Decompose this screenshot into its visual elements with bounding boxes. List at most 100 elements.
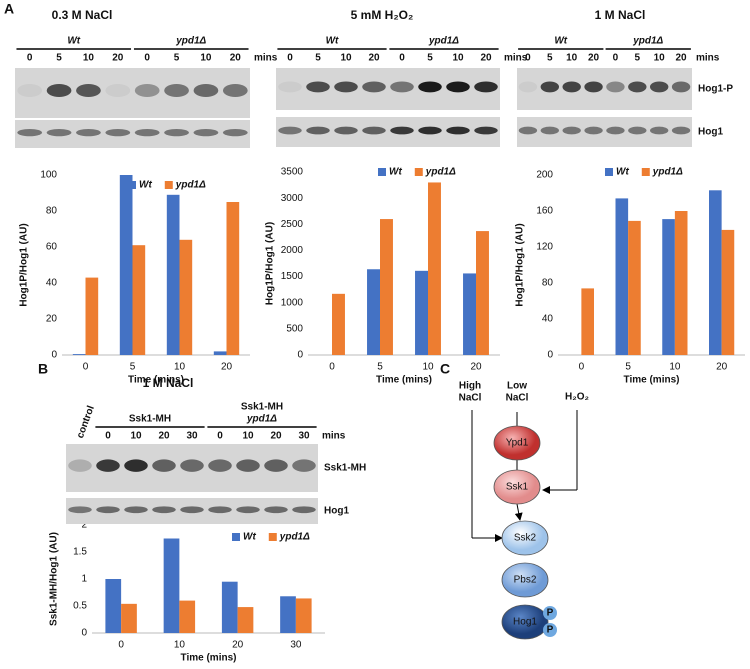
x-axis-title: Time (mins): [376, 375, 432, 386]
x-tick-label: 30: [290, 640, 302, 651]
panel-title: 1 M NaCl: [595, 8, 646, 22]
bar: [72, 354, 86, 355]
blot-band: [334, 126, 358, 135]
blot-band: [264, 459, 288, 472]
x-tick-label: 20: [232, 640, 244, 651]
lane-time: 0: [525, 53, 531, 64]
pathway-node: [501, 562, 549, 598]
pathway-node: [493, 425, 541, 461]
row-label: Ssk1-MH: [324, 463, 366, 474]
legend-label: ypd1Δ: [175, 180, 206, 191]
group-label: Wt: [67, 36, 80, 47]
lane-time: 5: [635, 53, 641, 64]
blot-band: [292, 506, 316, 514]
legend-label: Wt: [139, 180, 152, 191]
y-tick-label: 20: [46, 314, 58, 325]
x-tick-label: 10: [422, 362, 434, 373]
lane-time: 5: [174, 53, 180, 64]
lane-time: 20: [270, 431, 282, 442]
bar: [280, 596, 296, 633]
legend-label: Wt: [243, 532, 256, 543]
legend-swatch: [164, 181, 173, 189]
blot-band: [446, 81, 470, 93]
lane-time: 20: [480, 53, 492, 64]
lane-time: 20: [112, 53, 124, 64]
lane-time: 5: [315, 53, 321, 64]
x-tick-label: 10: [669, 362, 681, 373]
row-label: Hog1: [698, 127, 723, 138]
blot-band: [208, 506, 232, 514]
y-tick-label: 2: [81, 520, 87, 531]
blot-band: [390, 81, 414, 93]
blot-band: [96, 506, 120, 514]
blot-band: [96, 459, 120, 472]
lane-time: 5: [427, 53, 433, 64]
y-tick-label: 100: [40, 170, 57, 181]
blot-band: [584, 81, 603, 93]
lane-time: 0: [27, 53, 33, 64]
y-axis-title: Hog1P/Hog1 (AU): [265, 222, 276, 305]
lane-time: 5: [56, 53, 62, 64]
blot-band: [540, 81, 559, 93]
blot-band: [306, 126, 330, 135]
bar: [163, 538, 180, 633]
bar: [476, 231, 489, 355]
blot-band: [671, 126, 691, 135]
y-tick-label: 80: [46, 206, 58, 217]
pathway-node: [501, 604, 549, 640]
blot-band: [362, 81, 386, 93]
input-label: NaCl: [459, 393, 482, 404]
y-tick-label: 1000: [281, 297, 304, 308]
y-axis-title: Ssk1-MH/Hog1 (AU): [49, 532, 60, 626]
bar: [237, 607, 254, 633]
bar: [721, 229, 735, 355]
blot-band: [134, 128, 160, 137]
x-tick-label: 5: [377, 362, 383, 373]
bar: [226, 202, 240, 355]
blot-band: [446, 126, 470, 135]
y-tick-label: 200: [536, 170, 553, 181]
blot-band: [68, 506, 92, 514]
lane-time: 20: [588, 53, 600, 64]
bar: [166, 194, 180, 355]
time-unit: mins: [254, 53, 278, 64]
time-unit: mins: [322, 431, 346, 442]
blot-band: [193, 84, 219, 97]
y-tick-label: 3500: [281, 167, 304, 178]
legend-label: ypd1Δ: [425, 167, 456, 178]
bar: [132, 245, 146, 355]
bar: [213, 351, 227, 355]
blot-band: [628, 81, 647, 93]
blot-band: [17, 128, 43, 137]
blot-band: [278, 81, 302, 93]
lane-time: 0: [287, 53, 293, 64]
blot-band: [606, 126, 625, 135]
lane-time: 0: [613, 53, 619, 64]
group-label: ypd1Δ: [175, 36, 206, 47]
legend-label: Wt: [389, 167, 402, 178]
y-tick-label: 0.5: [73, 601, 87, 612]
lane-time: 10: [83, 53, 95, 64]
blot-band: [418, 81, 442, 93]
blot-band: [562, 126, 581, 135]
node-label: Pbs2: [514, 575, 537, 586]
panel-title: 5 mM H₂O₂: [351, 8, 414, 22]
bar: [674, 211, 688, 355]
blot-band: [124, 506, 148, 514]
bar: [85, 277, 99, 355]
phospho-label: P: [547, 608, 554, 619]
blot-band: [124, 459, 148, 472]
y-tick-label: 1500: [281, 271, 304, 282]
input-label: Low: [507, 381, 527, 392]
blot-band: [105, 128, 131, 137]
x-tick-label: 0: [579, 362, 585, 373]
x-tick-label: 20: [716, 362, 728, 373]
lane-time: 0: [217, 431, 223, 442]
blot-band: [76, 84, 101, 97]
blot-band: [474, 81, 498, 93]
node-label: Hog1: [513, 617, 537, 628]
bar: [628, 220, 641, 355]
phospho-mark: [543, 606, 557, 620]
y-tick-label: 1.5: [73, 547, 87, 558]
